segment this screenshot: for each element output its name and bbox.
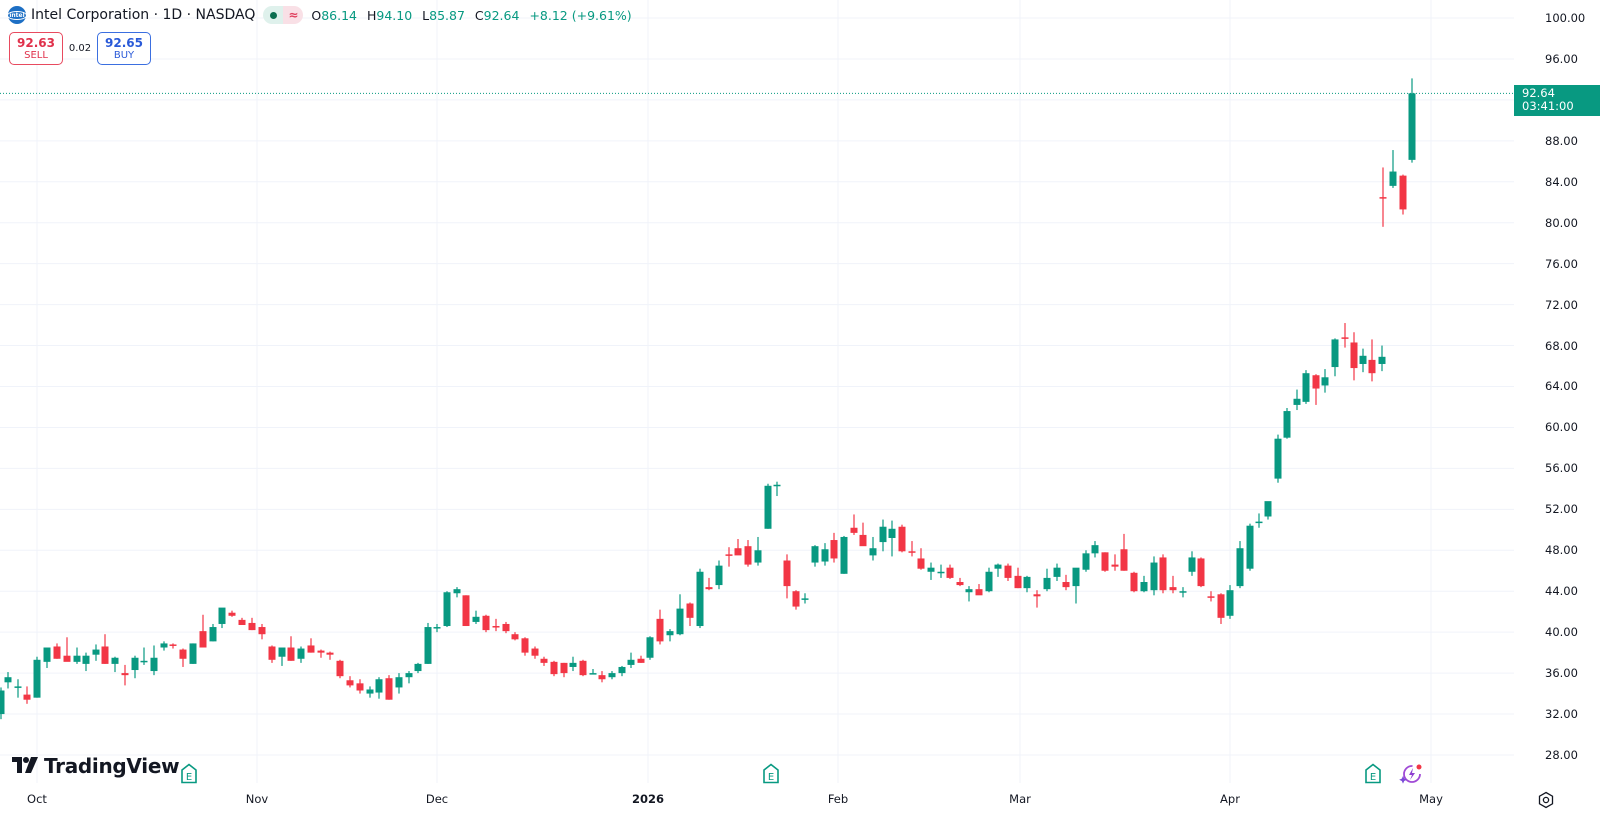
price-tick-label: 28.00: [1545, 747, 1578, 762]
time-tick-label: Mar: [1009, 792, 1031, 806]
price-tick-label: 88.00: [1545, 133, 1578, 148]
high-value: 94.10: [376, 7, 413, 23]
buy-label: BUY: [113, 49, 135, 61]
price-tick-label: 48.00: [1545, 543, 1578, 558]
low-value: 85.87: [429, 7, 465, 23]
change-value: +8.12 (+9.61%): [529, 7, 632, 23]
earnings-icon[interactable]: E: [1364, 763, 1382, 784]
time-tick-label: Feb: [827, 792, 849, 806]
svg-text:E: E: [768, 772, 774, 783]
last-price-badge: 92.64 03:41:00: [1514, 85, 1600, 116]
last-price-value: 92.64: [1522, 86, 1555, 100]
candle-series: [0, 78, 1416, 720]
svg-text:E: E: [1370, 772, 1376, 783]
tradingview-mark-icon: [12, 754, 38, 778]
sell-price: 92.63: [17, 35, 55, 50]
ohlc-values: O86.14 H94.10 L85.87 C92.64 +8.12 (+9.61…: [311, 8, 637, 23]
price-tick-label: 44.00: [1545, 584, 1578, 599]
tradingview-wordmark: TradingView: [44, 754, 180, 778]
buy-price: 92.65: [105, 35, 143, 50]
lightning-events-icon[interactable]: [1398, 763, 1424, 785]
price-tick-label: 68.00: [1545, 338, 1578, 353]
market-status[interactable]: ≈: [263, 6, 304, 24]
high-label: H: [366, 7, 377, 23]
open-label: O: [311, 7, 322, 23]
time-tick-label: Nov: [245, 792, 269, 806]
approx-icon: ≈: [283, 6, 304, 24]
earnings-icon[interactable]: E: [180, 763, 198, 784]
time-tick-label: Dec: [425, 792, 449, 806]
price-tick-label: 40.00: [1545, 625, 1578, 640]
time-tick-label: May: [1419, 792, 1443, 806]
close-label: C: [474, 7, 484, 23]
price-tick-label: 76.00: [1545, 256, 1578, 271]
price-tick-label: 84.00: [1545, 174, 1578, 189]
tradingview-logo[interactable]: TradingView: [12, 754, 180, 778]
trade-panel: 92.63 SELL 0.02 92.65 BUY: [9, 32, 151, 65]
earnings-icon[interactable]: E: [762, 763, 780, 784]
buy-button[interactable]: 92.65 BUY: [97, 32, 151, 65]
spread-value: 0.02: [68, 43, 92, 54]
time-tick-label: Apr: [1220, 792, 1240, 806]
price-tick-label: 72.00: [1545, 297, 1578, 312]
settings-icon[interactable]: [1537, 791, 1555, 809]
price-tick-label: 64.00: [1545, 379, 1578, 394]
low-label: L: [422, 7, 430, 23]
price-tick-label: 36.00: [1545, 666, 1578, 681]
price-tick-label: 96.00: [1545, 51, 1578, 66]
market-open-dot-icon: [263, 6, 284, 24]
svg-text:E: E: [186, 772, 192, 783]
price-tick-label: 52.00: [1545, 502, 1578, 517]
intel-logo-icon: intel: [7, 6, 27, 24]
chart-grid: [0, 0, 1514, 783]
time-tick-label: 2026: [631, 792, 665, 806]
symbol-title[interactable]: Intel Corporation · 1D · NASDAQ: [31, 7, 256, 23]
price-tick-label: 56.00: [1545, 461, 1578, 476]
sell-label: SELL: [24, 49, 48, 61]
price-tick-label: 80.00: [1545, 215, 1578, 230]
sell-button[interactable]: 92.63 SELL: [9, 32, 63, 65]
symbol-legend: intel Intel Corporation · 1D · NASDAQ ≈ …: [7, 6, 638, 24]
time-tick-label: Oct: [27, 792, 47, 806]
price-tick-label: 60.00: [1545, 420, 1578, 435]
price-tick-label: 32.00: [1545, 707, 1578, 722]
price-tick-label: 100.00: [1545, 11, 1586, 25]
close-value: 92.64: [483, 7, 520, 23]
open-value: 86.14: [321, 7, 357, 23]
bar-countdown: 03:41:00: [1522, 99, 1574, 113]
